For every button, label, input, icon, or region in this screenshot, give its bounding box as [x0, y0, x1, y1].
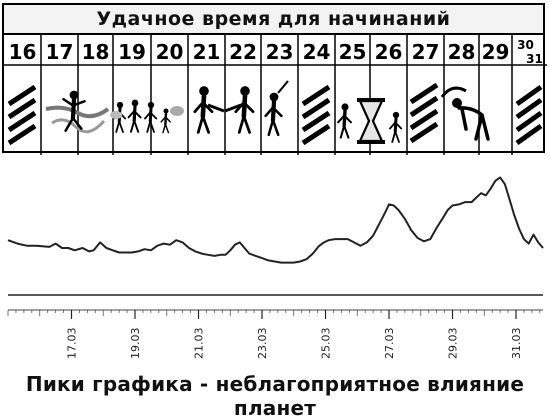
- day-cell-19: 19: [112, 35, 146, 155]
- day-cell-24: 24: [297, 35, 331, 155]
- day-number: 30: [517, 38, 534, 52]
- influence-series-line: [7, 176, 544, 264]
- calendar-title-bar: Удачное время для начинаний: [2, 3, 545, 35]
- x-tick-label: 19.03: [129, 328, 142, 360]
- x-tick-label: 23.03: [256, 328, 269, 360]
- day-number: 22: [229, 40, 257, 64]
- handshake-icon: [193, 86, 255, 134]
- day-number: 29: [482, 40, 510, 64]
- day-number: 20: [156, 40, 184, 64]
- bowing-figure-icon: [440, 86, 490, 141]
- chart-caption: Пики графика - неблагоприятное влияние п…: [25, 372, 525, 420]
- day-cell-22: 22: [224, 35, 257, 155]
- day-number: 23: [266, 40, 294, 64]
- hatch-icon: [515, 84, 543, 146]
- hourglass-worried-icon: [337, 98, 403, 144]
- day-number: 18: [82, 40, 110, 64]
- calendar-title: Удачное время для начинаний: [96, 8, 451, 30]
- x-tick-label: 25.03: [320, 328, 333, 360]
- day-number: 24: [303, 40, 331, 64]
- hatch-icon: [301, 84, 331, 146]
- day-cell-23: 23: [260, 35, 294, 155]
- day-number: 31: [526, 52, 543, 66]
- day-cell-26: 26: [369, 35, 403, 155]
- day-number: 16: [9, 40, 37, 64]
- day-number: 26: [375, 40, 403, 64]
- runner-finish-icon: [45, 90, 110, 134]
- day-cell-28: 28: [443, 35, 476, 155]
- x-tick-label: 29.03: [447, 328, 460, 360]
- calendar-days-row: 16 17 18 19 20 21 22 23 24 25 26 27 28 29 30 31: [2, 33, 547, 155]
- day-number: 17: [46, 40, 74, 64]
- day-cell-20: 20: [150, 35, 184, 155]
- influence-chart-svg: 17.03 19.03 21.03 23.03 25.03 27.03 29.03 31.03: [7, 176, 544, 360]
- hatch-bowing-icon: [409, 82, 439, 144]
- x-tick-label: 27.03: [383, 328, 396, 360]
- day-cell-29: 29: [478, 35, 510, 155]
- influence-chart: 17.03 19.03 21.03 23.03 25.03 27.03 29.03 31.03: [0, 155, 550, 370]
- day-number: 21: [193, 40, 221, 64]
- day-cell-27: 27: [406, 35, 440, 155]
- calendar-strip: Удачное время для начинаний 16 17 18 19 20 21…: [2, 3, 547, 155]
- family-group-icon: [110, 99, 184, 134]
- thinking-figure-icon: [264, 80, 289, 137]
- hatch-icon: [7, 84, 37, 146]
- day-number: 28: [448, 40, 476, 64]
- x-tick-label: 21.03: [193, 328, 206, 360]
- day-cell-17: 17: [40, 35, 74, 155]
- day-number: 27: [412, 40, 440, 64]
- day-cell-18: 18: [77, 35, 110, 155]
- x-tick-label: 17.03: [66, 328, 79, 360]
- x-tick-label: 31.03: [510, 328, 523, 360]
- day-number: 19: [118, 40, 146, 64]
- day-cell-25: 25: [334, 35, 367, 155]
- day-number: 25: [339, 40, 367, 64]
- day-cell-21: 21: [187, 35, 221, 155]
- day-cell-16: 16: [7, 40, 37, 146]
